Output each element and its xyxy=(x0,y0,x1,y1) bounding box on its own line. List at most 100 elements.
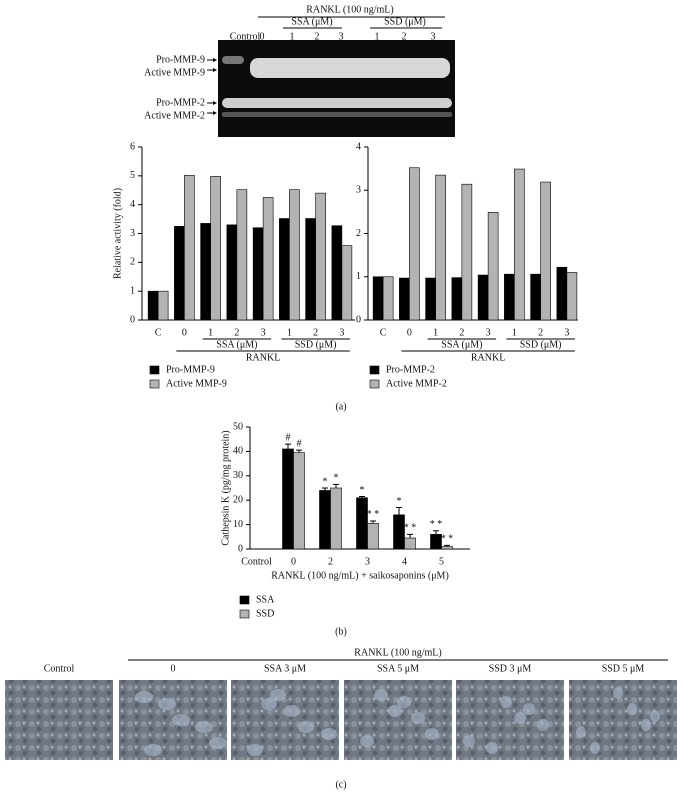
significance-label: # xyxy=(286,432,291,443)
x-tick-label: 3 xyxy=(339,327,344,338)
cell-patch xyxy=(135,691,153,703)
cell-patch xyxy=(270,689,286,701)
lane-label: 1 xyxy=(290,31,295,42)
x-tick-label: 1 xyxy=(433,327,438,338)
x-tick-label: 2 xyxy=(234,327,239,338)
micrograph xyxy=(569,680,677,760)
error-bar xyxy=(359,496,365,498)
group-label: SSD (μM) xyxy=(295,339,337,350)
cell-patch xyxy=(613,687,623,699)
x-tick-label: 3 xyxy=(261,327,266,338)
error-bar xyxy=(285,443,291,449)
x-tick-label: 1 xyxy=(287,327,292,338)
cell-patch xyxy=(360,735,374,747)
bar xyxy=(540,181,551,321)
error-bar xyxy=(444,544,450,547)
gel-bands xyxy=(222,56,452,117)
cell-patch xyxy=(261,698,277,710)
bar xyxy=(530,273,541,321)
lane-label: 0 xyxy=(260,31,265,42)
legend-swatch xyxy=(239,609,250,619)
cell-patch xyxy=(144,744,162,756)
panel-label: (a) xyxy=(335,401,346,412)
bar xyxy=(382,276,394,321)
bar xyxy=(399,277,410,321)
group-label: SSA (μM) xyxy=(291,16,332,27)
bar xyxy=(293,452,305,550)
y-tick-label: 40 xyxy=(233,446,243,457)
x-tick-label: 0 xyxy=(291,556,296,567)
bar xyxy=(451,277,463,321)
significance-label: * * xyxy=(367,509,380,520)
legend-label: Active MMP-2 xyxy=(386,378,447,389)
micrograph-label: 0 xyxy=(171,663,176,674)
bar xyxy=(461,183,473,321)
bar xyxy=(441,546,453,550)
cell-patch xyxy=(284,705,300,717)
x-tick-label: C xyxy=(380,327,387,338)
band-label: Pro-MMP-9 xyxy=(156,54,205,65)
bar xyxy=(200,223,211,321)
y-tick-label: 5 xyxy=(130,170,135,181)
cell-patch xyxy=(523,703,535,715)
bar xyxy=(319,490,331,550)
x-tick-label: 0 xyxy=(407,327,412,338)
y-tick-label: 1 xyxy=(130,285,135,296)
cell-patch xyxy=(158,698,176,710)
micrograph xyxy=(5,680,113,760)
y-tick-label: 10 xyxy=(233,519,243,530)
bar xyxy=(157,290,169,321)
y-tick-label: 30 xyxy=(233,470,243,481)
bar xyxy=(331,225,343,321)
bar xyxy=(147,290,159,321)
panel-label: (c) xyxy=(335,779,346,790)
bar xyxy=(184,174,195,321)
cell-patch xyxy=(172,714,190,726)
x-tick-label: 2 xyxy=(459,327,464,338)
span-label: RANKL xyxy=(471,352,505,363)
cell-patch xyxy=(209,737,227,749)
bar xyxy=(305,218,316,321)
x-tick-label: 3 xyxy=(564,327,569,338)
significance-label: * * xyxy=(441,534,454,545)
micrograph-label: SSA 3 μM xyxy=(264,663,306,674)
significance-label: # xyxy=(297,438,302,449)
group-label: SSD (μM) xyxy=(384,16,426,27)
significance-label: * xyxy=(323,476,328,487)
x-tick-label: 1 xyxy=(512,327,517,338)
bar xyxy=(409,167,420,321)
error-bar xyxy=(333,483,339,488)
bar xyxy=(315,192,326,321)
micrograph xyxy=(231,680,339,760)
cell-patch xyxy=(537,719,549,731)
y-axis-label: Cathepsin K (pg/mg protein) xyxy=(220,430,231,545)
x-tick-label: Control xyxy=(241,556,272,567)
micrograph-label: SSD 5 μM xyxy=(602,663,645,674)
y-tick-label: 0 xyxy=(238,543,243,554)
band-label: Active MMP-2 xyxy=(144,110,205,121)
bar xyxy=(435,174,446,321)
error-bar xyxy=(322,487,328,491)
error-bar xyxy=(296,449,302,453)
x-tick-label: 3 xyxy=(486,327,491,338)
significance-label: * xyxy=(360,485,365,496)
significance-label: * xyxy=(397,496,402,507)
bar xyxy=(372,276,384,321)
panel-label: (b) xyxy=(335,626,347,637)
y-tick-label: 0 xyxy=(130,314,135,325)
gel-image xyxy=(218,40,455,137)
x-tick-label: 1 xyxy=(208,327,213,338)
x-axis-label: RANKL (100 ng/mL) + saikosaponins (μM) xyxy=(271,570,449,581)
y-tick-label: 3 xyxy=(356,185,361,196)
cell-patch xyxy=(576,726,586,738)
bar xyxy=(504,273,515,321)
bar xyxy=(252,227,264,321)
bar xyxy=(174,225,185,321)
bar xyxy=(282,448,294,550)
legend-label: Pro-MMP-2 xyxy=(386,364,435,375)
legend-swatch xyxy=(149,379,160,389)
bar xyxy=(367,523,379,550)
cell-patch xyxy=(321,728,337,740)
cell-patch xyxy=(627,703,637,715)
bar xyxy=(330,487,342,550)
